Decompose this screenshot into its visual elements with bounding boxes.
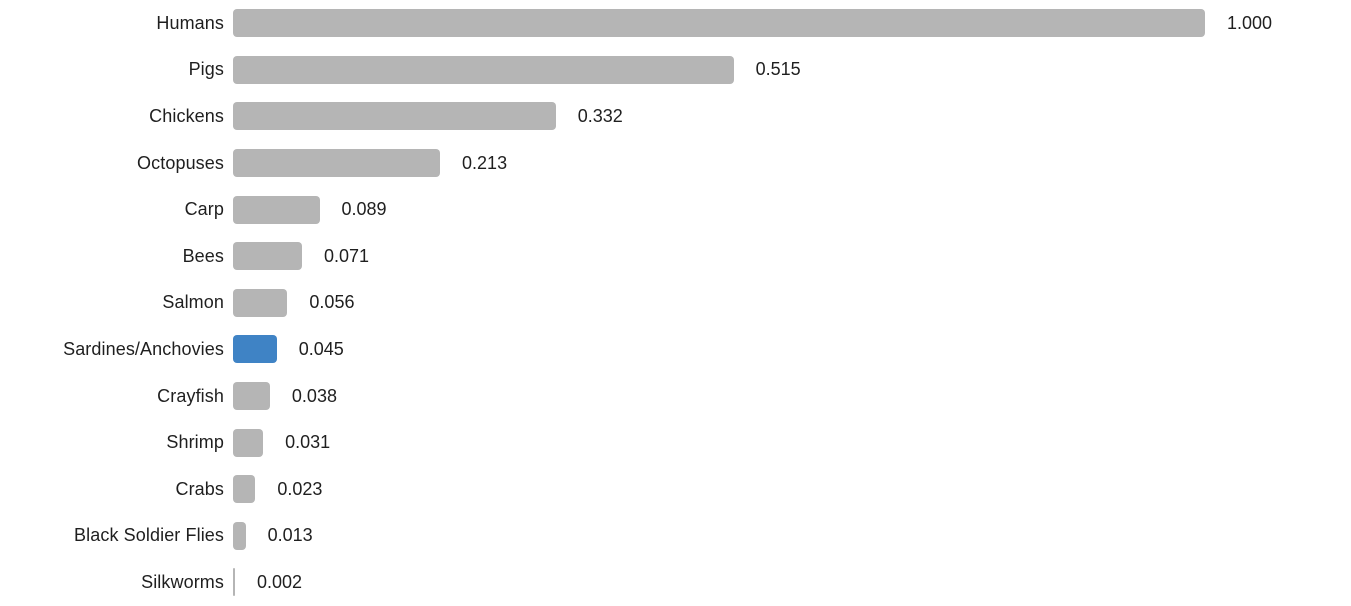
value-label: 0.031 [285, 432, 331, 453]
bar-highlighted [233, 335, 277, 364]
bar-track: 0.038 [233, 382, 1351, 411]
chart-row: Bees 0.071 [0, 233, 1351, 280]
bar [233, 568, 235, 597]
bar [233, 102, 556, 131]
value-label: 0.045 [298, 338, 344, 359]
bar-track: 0.515 [233, 55, 1351, 84]
category-label: Sardines/Anchovies [63, 338, 224, 359]
chart-row: Octopuses 0.213 [0, 140, 1351, 187]
value-label: 0.056 [309, 292, 355, 313]
category-label: Chickens [149, 105, 224, 126]
bar-track: 0.332 [233, 102, 1351, 131]
bar [233, 288, 288, 317]
bar-track: 1.000 [233, 9, 1351, 38]
chart-row: Chickens 0.332 [0, 93, 1351, 140]
category-label: Carp [184, 199, 224, 220]
category-label: Black Soldier Flies [74, 525, 224, 546]
category-label: Shrimp [166, 432, 224, 453]
value-label: 0.515 [755, 59, 801, 80]
bar-track: 0.002 [233, 568, 1351, 597]
value-label: 0.089 [341, 199, 387, 220]
chart-row: Silkworms 0.002 [0, 559, 1351, 606]
bar [233, 428, 264, 457]
chart-row: Black Soldier Flies 0.013 [0, 513, 1351, 560]
bar-track: 0.023 [233, 475, 1351, 504]
bar [233, 382, 270, 411]
bar-track: 0.089 [233, 195, 1351, 224]
chart-row: Crabs 0.023 [0, 466, 1351, 513]
chart-row: Humans 1.000 [0, 0, 1351, 47]
value-label: 0.023 [277, 478, 323, 499]
chart-row: Salmon 0.056 [0, 280, 1351, 327]
category-label: Crayfish [157, 385, 224, 406]
bar [233, 242, 302, 271]
category-label: Crabs [175, 478, 224, 499]
value-label: 0.002 [257, 571, 303, 592]
chart-row: Sardines/Anchovies 0.045 [0, 326, 1351, 373]
value-label: 0.332 [577, 105, 623, 126]
bar-track: 0.056 [233, 288, 1351, 317]
value-label: 0.213 [462, 152, 508, 173]
bar-track: 0.013 [233, 521, 1351, 550]
chart-row: Crayfish 0.038 [0, 373, 1351, 420]
category-label: Octopuses [137, 152, 224, 173]
bar [233, 9, 1205, 38]
category-label: Pigs [188, 59, 224, 80]
value-label: 0.038 [291, 385, 337, 406]
bar [233, 521, 246, 550]
value-label: 0.013 [267, 525, 313, 546]
bar [233, 55, 734, 84]
chart-row: Shrimp 0.031 [0, 419, 1351, 466]
chart-row: Pigs 0.515 [0, 47, 1351, 94]
bar-track: 0.045 [233, 335, 1351, 364]
category-label: Salmon [162, 292, 224, 313]
value-label: 0.071 [324, 245, 370, 266]
value-label: 1.000 [1227, 12, 1273, 33]
bar [233, 475, 256, 504]
bar-track: 0.213 [233, 149, 1351, 178]
chart-row: Carp 0.089 [0, 186, 1351, 233]
bar-track: 0.071 [233, 242, 1351, 271]
bar-track: 0.031 [233, 428, 1351, 457]
bar [233, 195, 320, 224]
bar [233, 149, 441, 178]
category-label: Bees [182, 245, 224, 266]
category-label: Silkworms [141, 571, 224, 592]
category-label: Humans [156, 12, 224, 33]
